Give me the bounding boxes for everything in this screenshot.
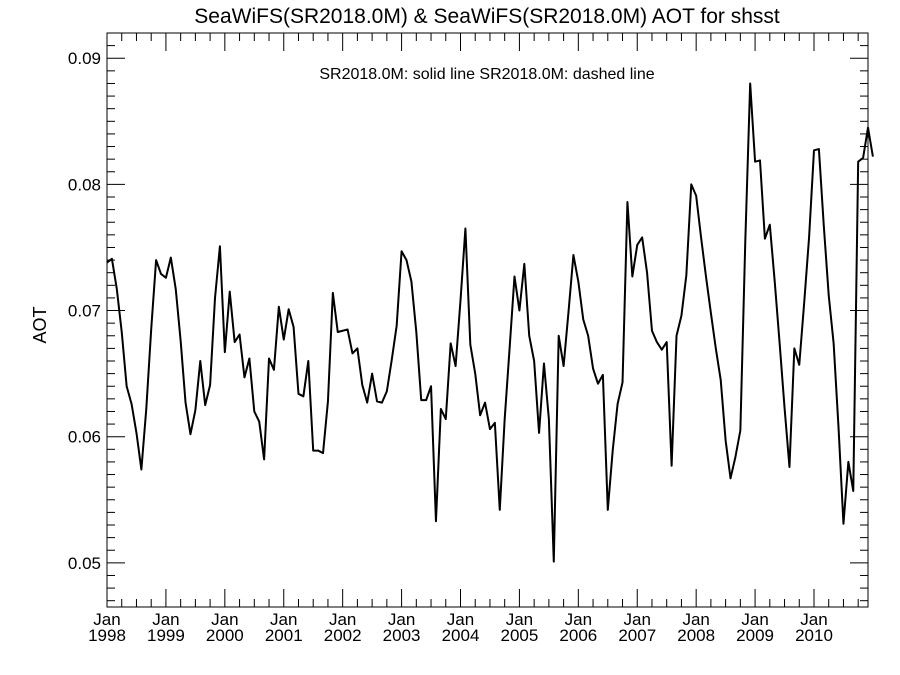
y-tick-label: 0.09	[68, 49, 101, 68]
x-tick-month-label: Jan	[152, 610, 179, 629]
x-tick-year-label: 2002	[324, 626, 362, 645]
x-tick-month-label: Jan	[329, 610, 356, 629]
x-tick-year-label: 2010	[795, 626, 833, 645]
tick-layer: 0.050.060.070.080.09Jan1998Jan1999Jan200…	[68, 32, 868, 645]
x-tick-year-label: 2007	[618, 626, 656, 645]
legend-text: SR2018.0M: solid line SR2018.0M: dashed …	[319, 66, 654, 83]
x-tick-year-label: 2005	[500, 626, 538, 645]
x-tick-year-label: 2009	[736, 626, 774, 645]
x-tick-month-label: Jan	[447, 610, 474, 629]
x-tick-month-label: Jan	[388, 610, 415, 629]
x-tick-year-label: 2000	[206, 626, 244, 645]
x-tick-month-label: Jan	[270, 610, 297, 629]
y-axis-label: AOT	[30, 306, 50, 343]
plot-frame	[106, 32, 869, 608]
x-tick-month-label: Jan	[506, 610, 533, 629]
x-tick-month-label: Jan	[624, 610, 651, 629]
x-tick-year-label: 2001	[265, 626, 303, 645]
aot-series-line	[106, 82, 874, 563]
x-tick-month-label: Jan	[800, 610, 827, 629]
x-tick-year-label: 2008	[677, 626, 715, 645]
x-tick-month-label: Jan	[93, 610, 120, 629]
y-tick-label: 0.05	[68, 554, 101, 573]
x-tick-month-label: Jan	[211, 610, 238, 629]
chart-title: SeaWiFS(SR2018.0M) & SeaWiFS(SR2018.0M) …	[194, 5, 780, 28]
x-tick-year-label: 1998	[88, 626, 126, 645]
y-tick-label: 0.06	[68, 428, 101, 447]
x-tick-year-label: 2004	[442, 626, 480, 645]
x-tick-year-label: 2003	[383, 626, 421, 645]
y-tick-label: 0.08	[68, 175, 101, 194]
y-tick-label: 0.07	[68, 302, 101, 321]
x-tick-month-label: Jan	[565, 610, 592, 629]
x-tick-month-label: Jan	[682, 610, 709, 629]
series-layer	[106, 82, 874, 563]
x-tick-year-label: 1999	[147, 626, 185, 645]
x-tick-year-label: 2006	[559, 626, 597, 645]
x-tick-month-label: Jan	[741, 610, 768, 629]
